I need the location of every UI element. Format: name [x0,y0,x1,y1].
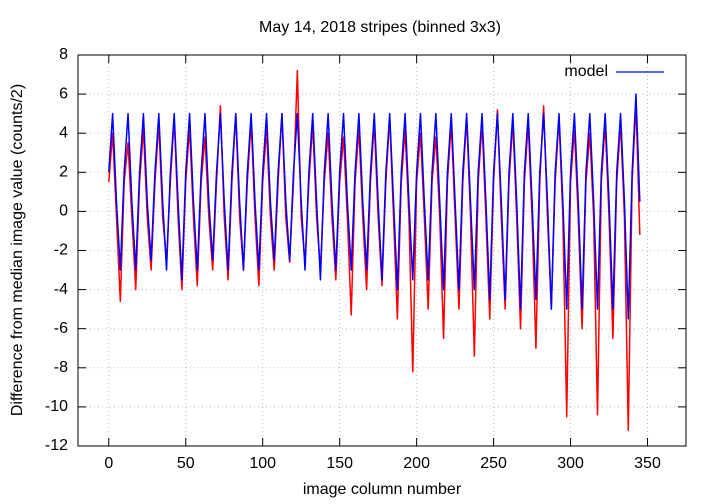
y-tick-label: 0 [59,203,68,220]
x-tick-label: 100 [249,455,276,472]
plot-frame [77,54,687,447]
x-axis-label: image column number [303,481,462,498]
data-line [108,93,641,320]
x-tick-label: 350 [634,455,661,472]
x-tick-label: 50 [177,455,195,472]
chart-title: May 14, 2018 stripes (binned 3x3) [259,19,501,36]
y-tick-label: 6 [59,85,68,102]
y-tick-label: 4 [59,124,68,141]
x-tick-label: 150 [326,455,353,472]
y-tick-label: 8 [59,46,68,63]
x-tick-label: 250 [480,455,507,472]
x-tick-label: 200 [403,455,430,472]
y-tick-label: 2 [59,164,68,181]
y-tick-label: -8 [54,359,68,376]
y-tick-label: -10 [45,398,68,415]
y-axis-label: Difference from median image value (coun… [9,84,26,416]
legend-label: model [564,63,608,80]
y-tick-label: -2 [54,242,68,259]
x-tick-label: 0 [104,455,113,472]
y-tick-label: -6 [54,320,68,337]
y-tick-label: -4 [54,281,68,298]
x-tick-label: 300 [557,455,584,472]
y-tick-label: -12 [45,437,68,454]
